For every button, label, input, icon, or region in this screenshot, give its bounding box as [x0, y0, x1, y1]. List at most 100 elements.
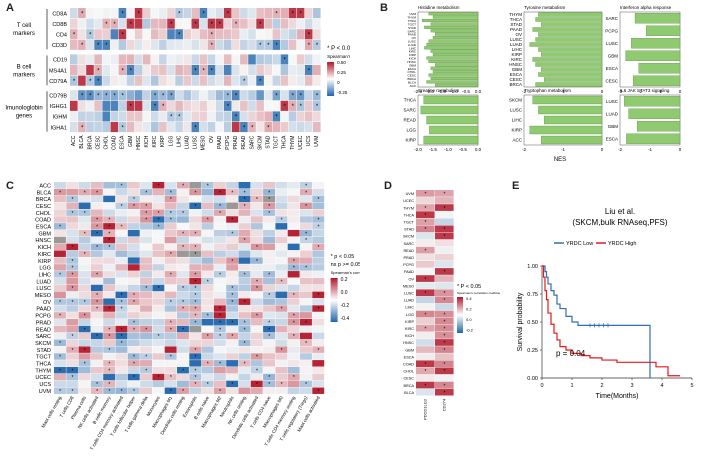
heatmap-cell: [213, 216, 226, 223]
heatmap-cell: [140, 291, 152, 299]
heatmap-cell: [287, 332, 300, 340]
significance-star: *: [194, 231, 196, 237]
cancer-label: ESCA: [606, 136, 618, 141]
heatmap-cell: [152, 387, 165, 394]
nes-bar: [544, 115, 603, 125]
significance-star: *: [231, 320, 233, 326]
heatmap-cell: [103, 188, 116, 196]
significance-star: *: [108, 218, 110, 224]
heatmap-cell: [304, 65, 313, 76]
cancer-label: ACC: [71, 135, 77, 146]
heatmap-cell: [300, 229, 312, 237]
significance-star: *: [425, 291, 427, 297]
heatmap-cell: [275, 312, 288, 319]
legend-p: * p < 0.05: [331, 254, 355, 260]
heatmap-cell: [140, 346, 152, 353]
significance-star: *: [219, 320, 221, 326]
panel-e: E Liu et al. (SKCM,bulk RNAseq,PFS) YRDC L…: [508, 170, 708, 458]
heatmap-cell: [250, 236, 263, 244]
heatmap-cell: [287, 291, 300, 299]
heatmap-cell: [94, 39, 102, 50]
heatmap-cell: [142, 90, 151, 101]
significance-star: *: [211, 33, 214, 39]
heatmap-cell: [167, 100, 175, 111]
heatmap-cell: [167, 122, 175, 133]
significance-star: *: [84, 211, 86, 217]
heatmap-cell: [226, 291, 239, 299]
significance-star: *: [219, 314, 221, 320]
heatmap-cell: [142, 29, 151, 40]
heatmap-cell: [312, 202, 325, 209]
heatmap-cell: [151, 65, 159, 76]
cancer-label: MESO: [35, 293, 52, 299]
axis-tick: -1: [561, 89, 565, 94]
significance-star: *: [194, 68, 197, 74]
significance-star: *: [425, 277, 427, 283]
heatmap-cell: [167, 65, 175, 76]
heatmap-cell: [115, 332, 128, 340]
nes-bar: [432, 36, 479, 40]
heatmap-cell: [126, 100, 135, 111]
heatmap-cell: [54, 209, 66, 216]
heatmap-cell: [304, 39, 313, 50]
heatmap-cell: [90, 373, 103, 381]
cancer-label: LUSC: [404, 291, 414, 295]
cancer-label: LGG: [406, 128, 416, 133]
heatmap-cell: [313, 90, 321, 101]
heatmap-cell: [152, 216, 165, 223]
heatmap-cell: [54, 332, 66, 340]
heatmap-cell: [264, 65, 272, 76]
heatmap-cell: [103, 250, 116, 257]
cancer-label: LUSC: [606, 99, 619, 104]
cancer-label: LIHC: [512, 118, 523, 123]
heatmap-cell: [238, 277, 251, 285]
cancer-label: OV: [43, 300, 51, 306]
significance-star: *: [317, 245, 319, 251]
heatmap-cell: [90, 387, 103, 394]
heatmap-cell: [118, 122, 127, 133]
significance-star: *: [292, 94, 295, 100]
heatmap-cell: [250, 312, 263, 319]
heatmap-cell: [435, 218, 454, 226]
significance-star: *: [182, 368, 184, 374]
heatmap-cell: [264, 39, 272, 50]
heatmap-cell: [54, 305, 66, 312]
heatmap-cell: [127, 325, 140, 333]
cancer-label: READ: [403, 249, 414, 253]
heatmap-cell: [275, 366, 288, 374]
cancer-label: KIRP: [511, 128, 522, 133]
significance-star: *: [154, 94, 157, 100]
heatmap-cell: [126, 111, 135, 122]
significance-star: *: [182, 231, 184, 237]
cancer-label: SARC: [403, 242, 414, 246]
heatmap-cell: [288, 111, 297, 122]
significance-star: *: [425, 220, 427, 226]
colorbar-tick: 0.4: [466, 296, 472, 301]
heatmap-cell: [275, 195, 288, 203]
heatmap-cell: [287, 271, 300, 278]
heatmap-cell: [416, 268, 435, 275]
heatmap-cell: [215, 65, 224, 76]
heatmap-cell: [435, 388, 454, 396]
significance-star: *: [202, 11, 205, 17]
heatmap-cell: [416, 310, 435, 318]
cancer-label: LGG: [39, 266, 51, 272]
cancer-label: PCPG: [403, 263, 414, 267]
heatmap-cell: [238, 298, 251, 305]
heatmap-cell: [238, 229, 251, 237]
significance-star: *: [121, 11, 124, 17]
cancer-label: HNSC: [407, 60, 416, 64]
heatmap-cell: [159, 54, 167, 65]
significance-star: *: [244, 300, 246, 306]
heatmap-cell: [103, 380, 116, 388]
heatmap-cell: [272, 54, 281, 65]
heatmap-cell: [250, 209, 263, 216]
heatmap-cell: [177, 298, 189, 305]
significance-star: *: [84, 348, 86, 354]
cancer-label: THYM: [509, 12, 522, 17]
significance-star: *: [121, 183, 123, 189]
significance-star: *: [244, 320, 246, 326]
significance-star: *: [105, 94, 108, 100]
heatmap-cell: [312, 257, 325, 264]
cancer-label: UCS: [306, 135, 312, 146]
